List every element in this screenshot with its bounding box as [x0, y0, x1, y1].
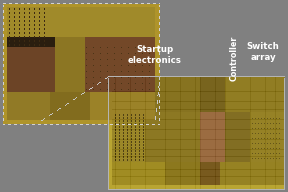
Text: Switch
array: Switch array [247, 42, 279, 62]
Text: Controller: Controller [230, 35, 238, 81]
Text: Startup
electronics: Startup electronics [128, 45, 182, 65]
